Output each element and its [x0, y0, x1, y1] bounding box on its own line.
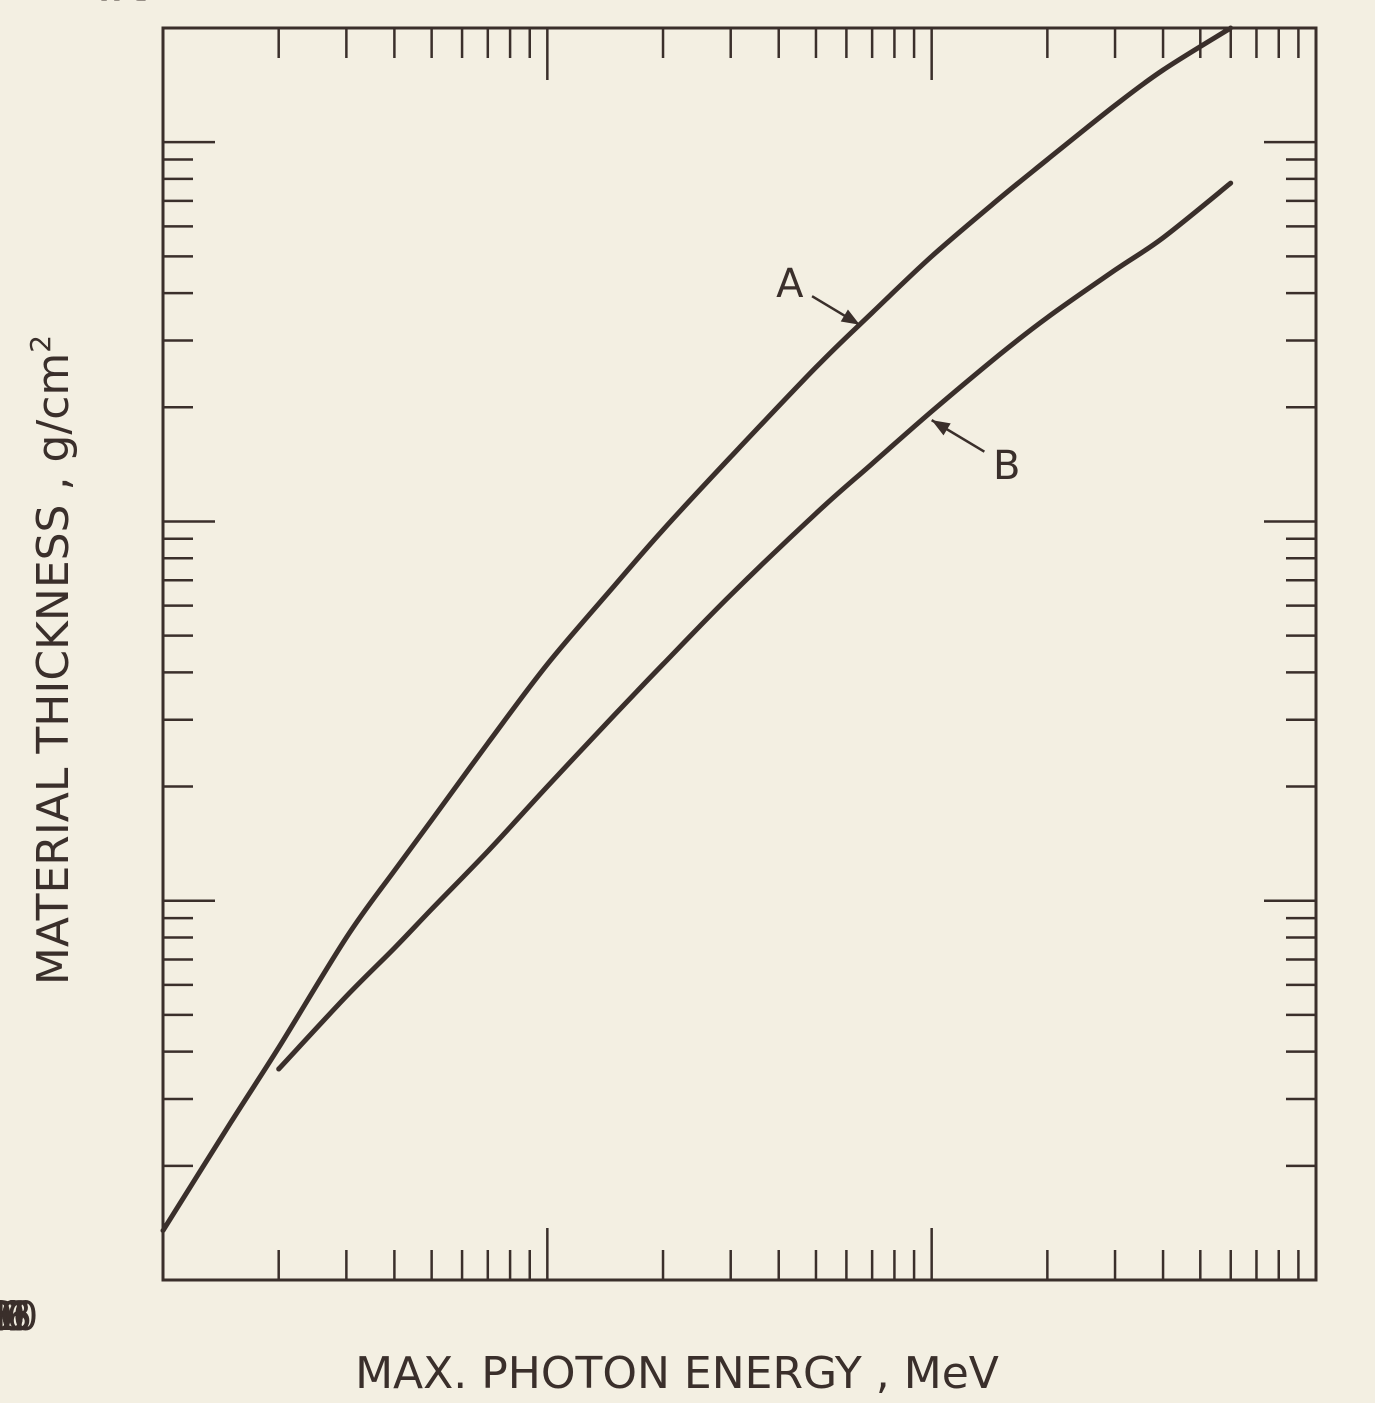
x-axis-title: MAX. PHOTON ENERGY , MeV — [355, 1348, 999, 1399]
curve-label-b: B — [993, 443, 1020, 489]
x-tick-label: 30 — [0, 1294, 25, 1340]
y-tick-label: .06 — [91, 0, 155, 10]
y-tick-label: .03 — [91, 0, 155, 10]
x-tick-label: 10 — [0, 1294, 25, 1340]
tick-labels: 0.10.30.6136103060100.01.03.060.10.30.61… — [0, 0, 155, 1340]
tick-marks — [161, 26, 1318, 1282]
x-tick-label: 100 — [0, 1294, 38, 1340]
curve-a — [160, 25, 1234, 1234]
y-axis-title-superscript: 2 — [24, 335, 57, 353]
curves — [160, 25, 1234, 1234]
x-tick-label: 60 — [0, 1294, 25, 1340]
curve-label-a: A — [776, 261, 804, 307]
y-tick-label: 6 — [130, 0, 155, 10]
y-tick-label: 0.1 — [91, 0, 155, 10]
y-tick-label: 20 — [104, 0, 155, 10]
x-tick-label: 0.1 — [0, 1294, 32, 1340]
curve-b — [276, 180, 1234, 1072]
x-tick-label: 3 — [0, 1294, 13, 1340]
y-tick-label: 1 — [130, 0, 155, 10]
y-axis-title: MATERIAL THICKNESS , g/cm2 — [24, 335, 79, 985]
annotation-arrowhead-a — [840, 309, 860, 325]
y-tick-label: .01 — [91, 0, 155, 10]
x-tick-label: 0.6 — [0, 1294, 32, 1340]
y-tick-label: 0.3 — [91, 0, 155, 10]
y-tick-label: 3 — [130, 0, 155, 10]
y-tick-label: 10 — [104, 0, 155, 10]
x-tick-label: 6 — [0, 1294, 13, 1340]
x-tick-label: 0.3 — [0, 1294, 32, 1340]
y-axis-title-text: MATERIAL THICKNESS , g/cm — [28, 353, 79, 985]
curve-annotations: AB — [776, 261, 1020, 489]
annotation-arrowhead-b — [931, 420, 951, 436]
x-tick-label: 1 — [0, 1294, 13, 1340]
plot-frame — [161, 26, 1318, 1282]
y-tick-label: 0.6 — [91, 0, 155, 10]
